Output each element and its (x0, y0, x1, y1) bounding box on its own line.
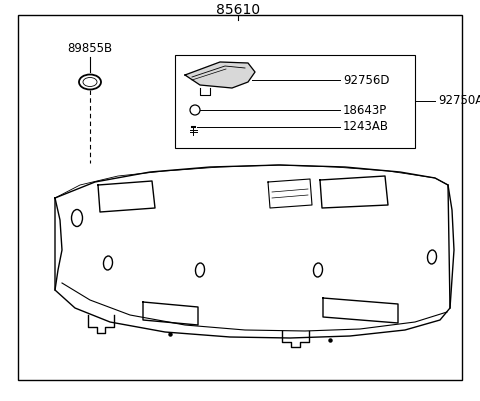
Bar (175, 55, 415, 148)
Text: 18643P: 18643P (343, 103, 387, 117)
Text: 92750A: 92750A (438, 95, 480, 107)
Text: 92756D: 92756D (343, 73, 389, 87)
Text: 89855B: 89855B (67, 41, 113, 55)
Polygon shape (185, 62, 255, 88)
Text: 85610: 85610 (216, 3, 260, 17)
Text: 1243AB: 1243AB (343, 120, 389, 134)
